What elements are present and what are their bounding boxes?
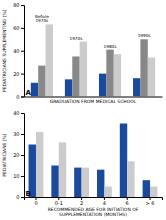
bar [38, 66, 45, 97]
y-tick: 0 [16, 194, 24, 200]
x-axis-line [25, 198, 163, 201]
bar [59, 142, 66, 197]
x-axis [25, 97, 163, 98]
text-line: RECOMMENDED AGE FOR INITIATION OF [48, 207, 139, 212]
x-tick: 0-1 [55, 197, 63, 206]
x-tick-label: 6 [126, 200, 129, 206]
x-tick: 4 [103, 197, 106, 206]
y-tick-mark [21, 113, 24, 114]
panel-label: A [26, 89, 32, 97]
x-tick: > 6 [146, 197, 155, 206]
y-tick-label: 40 [13, 48, 19, 54]
bar [106, 50, 113, 97]
y-axis-title: PEDIATRICIANS SUPPLEMENTING (%) [2, 9, 7, 92]
y-axis-title: PEDIATRICIANS (%) [2, 133, 7, 177]
y-tick: 0 [16, 94, 24, 100]
bar [97, 170, 104, 197]
panel-label: B [26, 190, 31, 198]
bar [104, 187, 111, 198]
y-tick: 30 [13, 131, 24, 137]
bar [36, 132, 43, 197]
y-tick-mark [21, 51, 24, 52]
bar [82, 168, 89, 197]
y-tick-mark [21, 176, 24, 177]
y-tick-label: 60 [13, 25, 19, 31]
y-tick-mark [21, 28, 24, 29]
y-axis-line [21, 114, 25, 198]
y-tick-mark [21, 97, 24, 98]
bar [127, 161, 134, 197]
y-tick-label: 0 [16, 194, 19, 200]
x-tick-label: > 6 [146, 200, 155, 206]
y-tick-mark [21, 134, 24, 135]
bar [114, 54, 121, 96]
bar [80, 42, 87, 97]
text-line: 1970s [35, 18, 48, 23]
y-tick: 40 [13, 48, 24, 54]
text-line: GRADUATION FROM MEDICAL SCHOOL [50, 99, 137, 104]
y-tick-mark [21, 155, 24, 156]
y-tick-label: 10 [13, 173, 19, 179]
x-tick: 6 [126, 197, 129, 206]
y-tick-mark [21, 74, 24, 75]
y-tick-mark [21, 197, 24, 198]
bar [150, 187, 157, 198]
y-tick-label: 20 [13, 152, 19, 158]
bar [31, 83, 38, 97]
bar [143, 180, 150, 197]
chart: 0 10 20 30 40 0 0-1 2 4 6 > 6 RECOMMENDED AGE FOR I… [2, 110, 162, 217]
y-tick: 40 [13, 110, 24, 116]
y-tick-label: 30 [13, 131, 19, 137]
x-tick-label: 0-1 [55, 200, 63, 206]
y-tick-label: 80 [13, 2, 19, 8]
y-tick-label: 20 [13, 71, 19, 77]
y-tick: 10 [13, 173, 24, 179]
x-tick-label: 2 [80, 200, 83, 206]
series [38, 39, 148, 96]
bar [51, 166, 58, 198]
group-label: Before1970s [35, 14, 49, 24]
group-label: 1970s [70, 36, 83, 41]
bar [72, 56, 79, 96]
bar [140, 39, 147, 96]
text-line: SUPPLEMENTATION (MONTHS) [59, 212, 127, 217]
series [36, 132, 157, 197]
x-axis-title: RECOMMENDED AGE FOR INITIATION OFSUPPLEM… [48, 207, 139, 218]
x-axis-title: GRADUATION FROM MEDICAL SCHOOL [50, 99, 137, 104]
figure: 020406080Before1970s1970s1980s1990sGRADU… [0, 0, 166, 220]
bar [133, 78, 140, 96]
y-tick: 20 [13, 152, 24, 158]
bar [120, 124, 127, 198]
y-tick-label: 40 [13, 110, 19, 116]
x-tick-label: 4 [103, 200, 106, 206]
bar [46, 24, 53, 96]
x-tick: 2 [80, 197, 83, 206]
y-tick: 80 [13, 2, 24, 8]
bars [29, 124, 158, 198]
y-tick-mark [21, 5, 24, 6]
x-tick-label: 0 [34, 200, 37, 206]
y-tick: 60 [13, 25, 24, 31]
chart: 020406080Before1970s1970s1980s1990sGRADU… [2, 2, 162, 104]
series [29, 124, 150, 198]
x-tick: 0 [34, 197, 37, 206]
text-line: 1980s [104, 44, 117, 49]
bar [148, 58, 155, 97]
y-tick: 20 [13, 71, 24, 77]
bar [65, 79, 72, 96]
bar [99, 74, 106, 97]
y-tick-label: 0 [16, 94, 19, 100]
y-axis: 0 20 40 60 80 [13, 2, 24, 100]
bar [74, 168, 81, 197]
text-line: 1990s [138, 33, 151, 38]
text-line: 1970s [70, 36, 83, 41]
bars [31, 24, 155, 96]
x-axis-line [25, 97, 163, 98]
group-label: 1990s [138, 33, 151, 38]
group-label: 1980s [104, 44, 117, 49]
y-axis: 0 10 20 30 40 [13, 110, 24, 200]
y-axis-line [21, 6, 25, 98]
x-axis: 0 0-1 2 4 6 > 6 [25, 197, 163, 206]
series [46, 24, 156, 96]
